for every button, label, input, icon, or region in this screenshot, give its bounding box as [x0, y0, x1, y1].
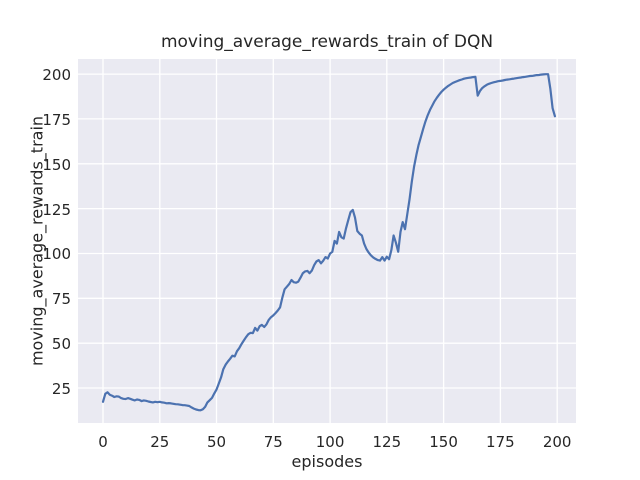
x-tick-label-50: 50 [206, 433, 227, 451]
x-tick-label-75: 75 [263, 433, 283, 451]
y-tick-label-125: 125 [42, 200, 71, 219]
y-tick-label-200: 200 [42, 66, 71, 85]
axes-background [78, 59, 576, 423]
x-tick-label-25: 25 [150, 433, 170, 451]
y-tick-label-50: 50 [51, 335, 71, 354]
y-tick-label-100: 100 [42, 245, 71, 264]
x-tick-label-100: 100 [315, 433, 345, 451]
x-tick-label-175: 175 [486, 433, 515, 451]
y-tick-label-150: 150 [42, 155, 71, 174]
y-tick-label-25: 25 [51, 380, 71, 399]
chart-title: moving_average_rewards_train of DQN [160, 32, 494, 52]
y-tick-label-75: 75 [51, 290, 71, 309]
x-axis-label: episodes [291, 452, 363, 471]
x-tick-label-150: 150 [429, 433, 458, 451]
x-tick-label-0: 0 [98, 433, 108, 451]
x-tick-label-200: 200 [542, 433, 572, 451]
y-axis-label: moving_average_rewards_train [27, 115, 47, 367]
x-tick-label-125: 125 [372, 433, 402, 451]
series-line-0 [101, 73, 557, 412]
y-tick-label-175: 175 [42, 110, 71, 129]
